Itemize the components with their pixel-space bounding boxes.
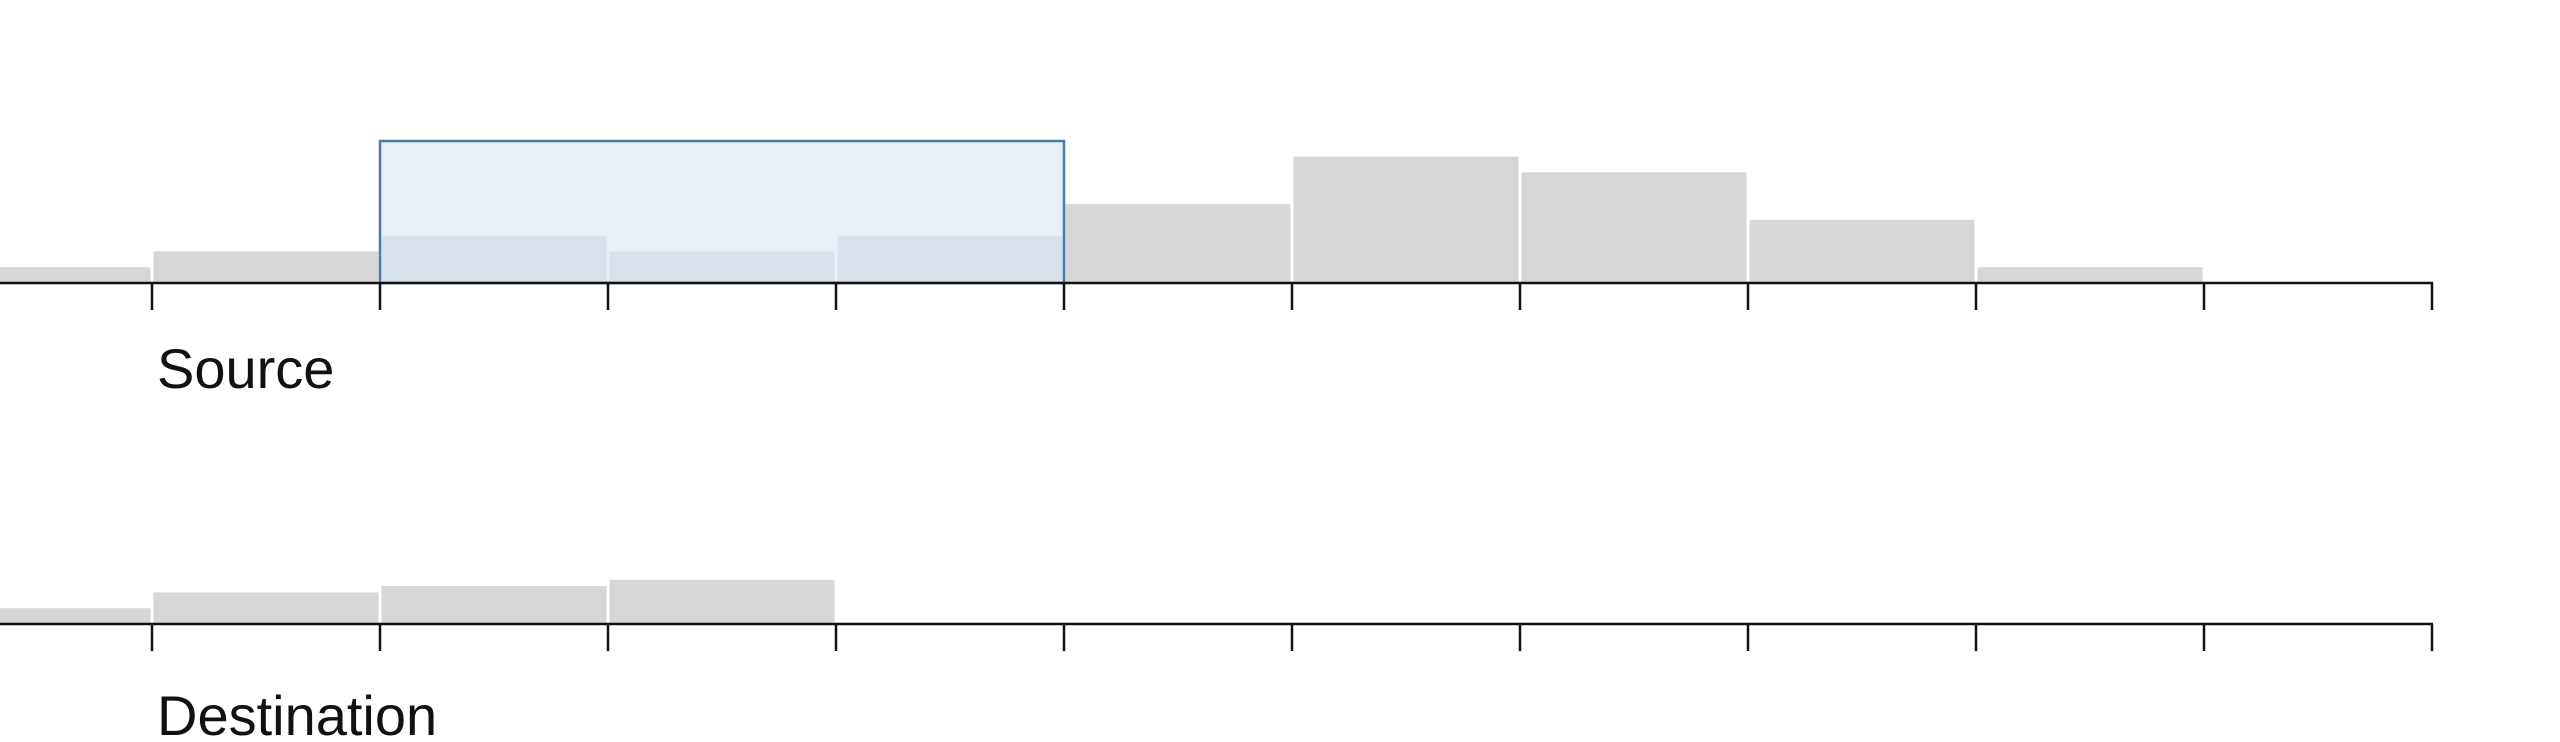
destination-bar-3 bbox=[609, 579, 835, 624]
source-bars bbox=[0, 156, 2203, 283]
source-bar-8 bbox=[1749, 219, 1975, 283]
destination-bar-0 bbox=[0, 608, 151, 624]
source-bar-5 bbox=[1065, 204, 1291, 283]
destination-bar-1 bbox=[153, 592, 379, 624]
source-bar-0 bbox=[0, 267, 151, 283]
source-bar-6 bbox=[1293, 156, 1519, 283]
destination-bars bbox=[0, 579, 835, 624]
destination-panel-title: Destination bbox=[157, 684, 437, 742]
source-panel-title: Source bbox=[157, 337, 334, 400]
source-histogram-panel: Source bbox=[0, 139, 2434, 400]
source-bar-1 bbox=[153, 251, 379, 283]
source-bar-7 bbox=[1521, 172, 1747, 283]
destination-bar-2 bbox=[381, 586, 607, 624]
source-brush-selection[interactable] bbox=[378, 139, 1066, 285]
source-x-axis bbox=[0, 281, 2434, 310]
destination-histogram-panel: Destination bbox=[0, 579, 2434, 742]
source-bar-9 bbox=[1977, 267, 2203, 283]
destination-x-axis bbox=[0, 622, 2434, 651]
